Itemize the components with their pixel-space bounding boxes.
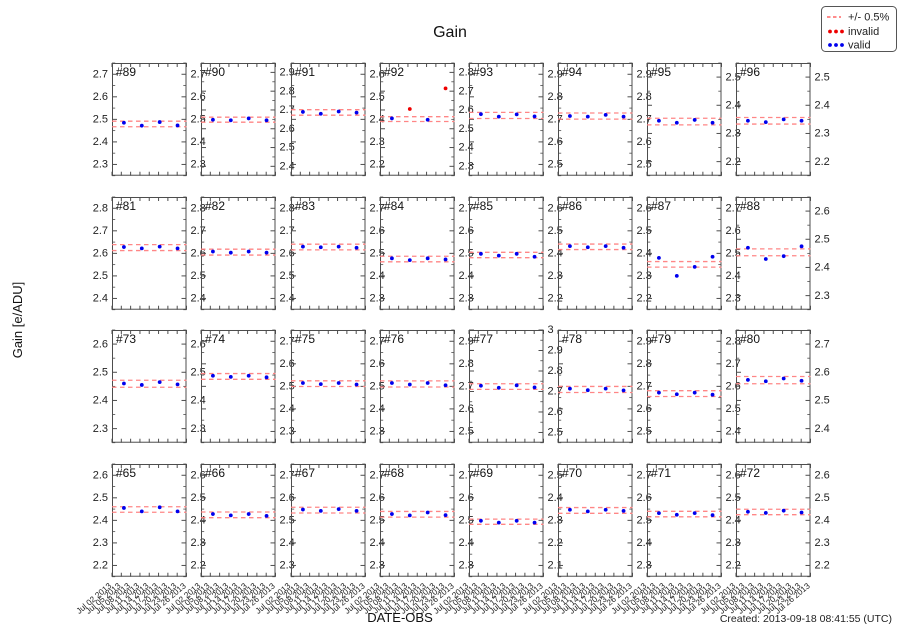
svg-text:#70: #70 <box>562 466 582 480</box>
svg-text:2.6: 2.6 <box>814 469 829 481</box>
svg-text:2.8: 2.8 <box>93 202 108 214</box>
svg-text:#85: #85 <box>473 199 493 213</box>
svg-text:#81: #81 <box>116 199 136 213</box>
svg-text:#89: #89 <box>116 65 136 79</box>
svg-text:2.3: 2.3 <box>814 290 829 302</box>
svg-text:#95: #95 <box>651 65 671 79</box>
svg-text:2.3: 2.3 <box>93 537 108 549</box>
svg-text:2.5: 2.5 <box>93 492 108 504</box>
svg-text:#67: #67 <box>295 466 315 480</box>
svg-text:#76: #76 <box>384 332 404 346</box>
svg-text:#84: #84 <box>384 199 404 213</box>
svg-text:#80: #80 <box>740 332 760 346</box>
svg-text:2.5: 2.5 <box>814 395 829 407</box>
svg-text:2.5: 2.5 <box>93 270 108 282</box>
svg-text:2.3: 2.3 <box>93 159 108 171</box>
svg-text:2.5: 2.5 <box>814 233 829 245</box>
svg-text:#68: #68 <box>384 466 404 480</box>
svg-text:2.4: 2.4 <box>93 515 108 527</box>
svg-text:#72: #72 <box>740 466 760 480</box>
svg-text:2.6: 2.6 <box>93 469 108 481</box>
svg-text:2.7: 2.7 <box>814 339 829 351</box>
svg-text:2.3: 2.3 <box>93 423 108 435</box>
svg-text:2.5: 2.5 <box>814 492 829 504</box>
svg-text:#77: #77 <box>473 332 493 346</box>
svg-text:2.6: 2.6 <box>93 339 108 351</box>
svg-text:invalid: invalid <box>848 26 879 38</box>
svg-text:2.5: 2.5 <box>93 114 108 126</box>
svg-text:#73: #73 <box>116 332 136 346</box>
svg-text:#96: #96 <box>740 65 760 79</box>
svg-text:#66: #66 <box>205 466 225 480</box>
svg-text:#78: #78 <box>562 332 582 346</box>
svg-text:2.7: 2.7 <box>93 225 108 237</box>
svg-text:2.4: 2.4 <box>814 423 829 435</box>
svg-text:2.6: 2.6 <box>814 367 829 379</box>
svg-text:2.3: 2.3 <box>814 128 829 140</box>
svg-text:#75: #75 <box>295 332 315 346</box>
svg-text:2.4: 2.4 <box>814 100 829 112</box>
svg-text:2.3: 2.3 <box>814 537 829 549</box>
svg-text:2.2: 2.2 <box>814 560 829 572</box>
svg-text:2.4: 2.4 <box>93 136 108 148</box>
svg-text:2.6: 2.6 <box>93 247 108 259</box>
svg-text:2.4: 2.4 <box>93 395 108 407</box>
svg-text:2.2: 2.2 <box>814 156 829 168</box>
svg-text:#93: #93 <box>473 65 493 79</box>
svg-text:#88: #88 <box>740 199 760 213</box>
svg-text:2.5: 2.5 <box>814 72 829 84</box>
svg-text:#65: #65 <box>116 466 136 480</box>
svg-text:2.7: 2.7 <box>93 69 108 81</box>
svg-text:#86: #86 <box>562 199 582 213</box>
svg-text:#69: #69 <box>473 466 493 480</box>
svg-text:#94: #94 <box>562 65 582 79</box>
svg-text:#90: #90 <box>205 65 225 79</box>
svg-text:2.4: 2.4 <box>814 515 829 527</box>
svg-text:valid: valid <box>848 40 871 52</box>
svg-text:+/- 0.5%: +/- 0.5% <box>848 12 889 24</box>
svg-text:#91: #91 <box>295 65 315 79</box>
svg-text:2.4: 2.4 <box>814 262 829 274</box>
svg-text:#83: #83 <box>295 199 315 213</box>
svg-text:#87: #87 <box>651 199 671 213</box>
svg-text:#74: #74 <box>205 332 225 346</box>
svg-text:#82: #82 <box>205 199 225 213</box>
svg-text:3: 3 <box>547 325 553 337</box>
svg-text:2.5: 2.5 <box>93 367 108 379</box>
svg-text:2.4: 2.4 <box>93 293 108 305</box>
svg-text:2.6: 2.6 <box>814 205 829 217</box>
svg-text:#92: #92 <box>384 65 404 79</box>
svg-text:#79: #79 <box>651 332 671 346</box>
svg-text:#71: #71 <box>651 466 671 480</box>
svg-text:2.2: 2.2 <box>93 560 108 572</box>
svg-text:2.6: 2.6 <box>93 91 108 103</box>
